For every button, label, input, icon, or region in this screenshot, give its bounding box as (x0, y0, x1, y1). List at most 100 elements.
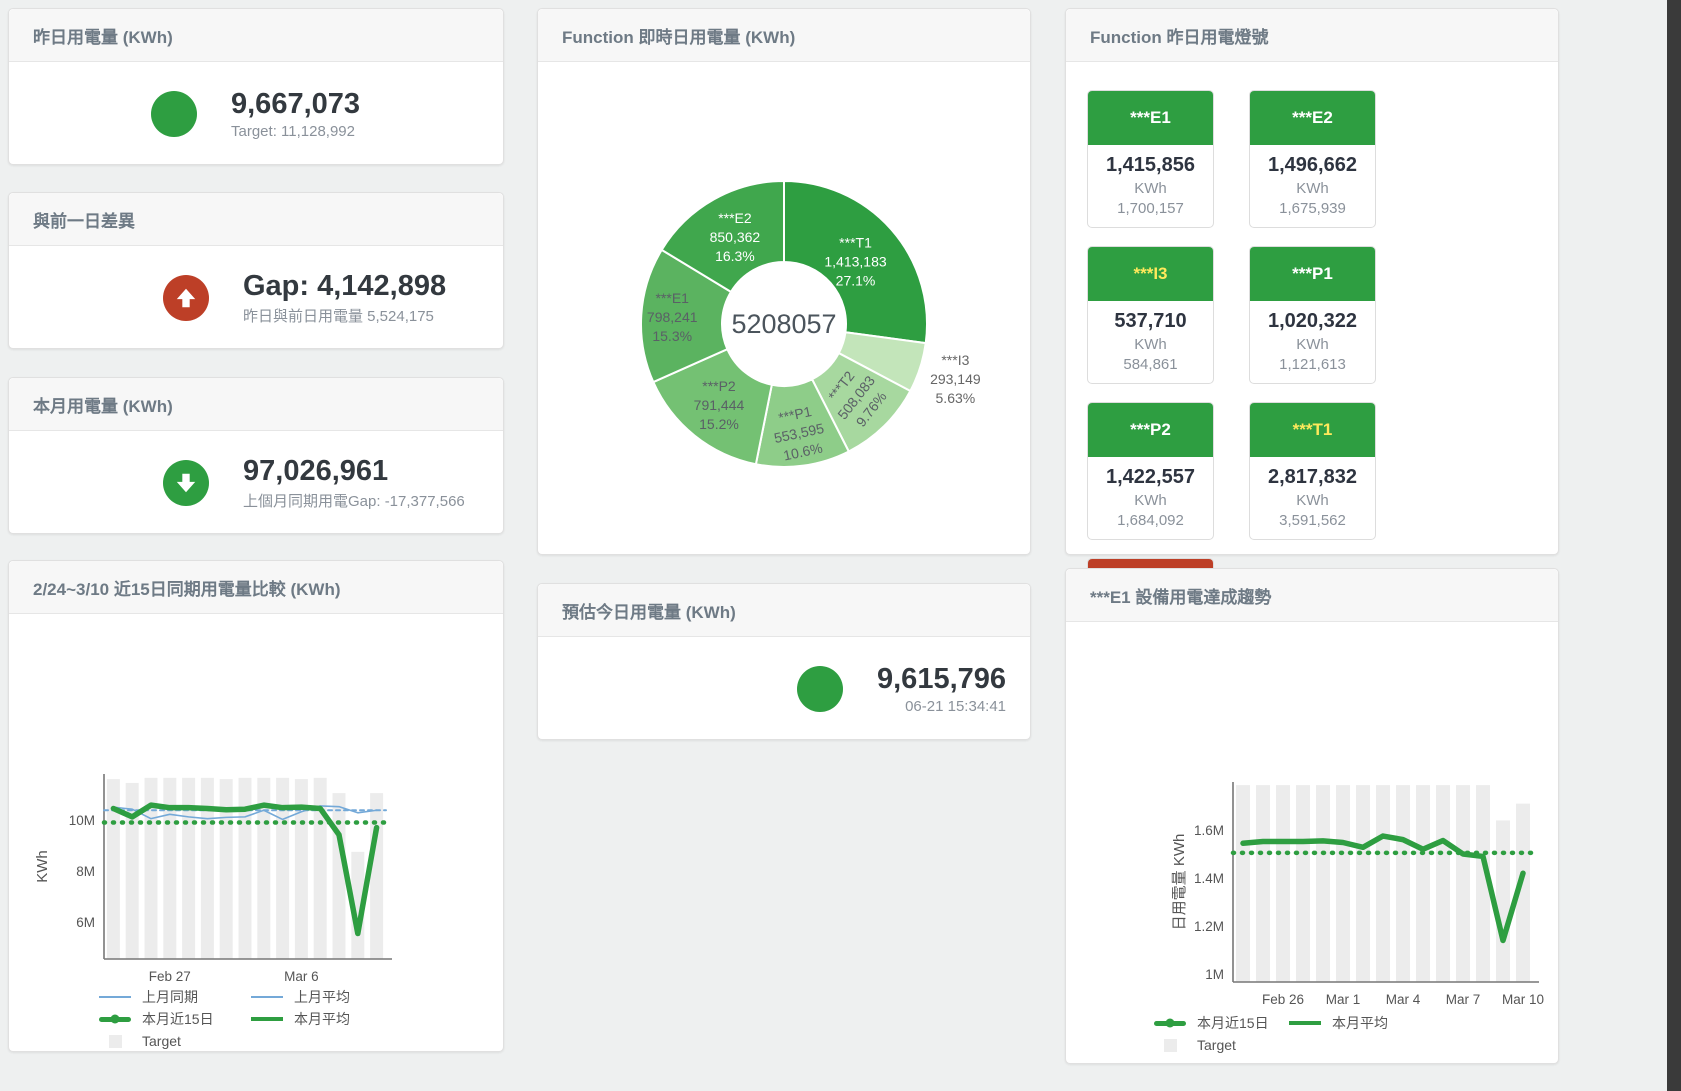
card-title: 2/24~3/10 近15日同期用電量比較 (KWh) (33, 579, 341, 599)
legend-label: 本月平均 (1332, 1015, 1388, 1031)
legend-item[interactable]: 本月近15日 (99, 1009, 251, 1029)
svg-text:10M: 10M (69, 813, 95, 828)
tile-value: 1,422,557 (1106, 466, 1195, 488)
legend-item[interactable]: 上月同期 (99, 987, 251, 1007)
card-header: ***E1 設備用電達成趨勢 (1066, 569, 1558, 622)
tile-name: ***P1 (1292, 264, 1333, 283)
green-thick-line-swatch-icon (99, 1016, 131, 1022)
card-header: Function 昨日用電燈號 (1066, 9, 1558, 62)
tile-value: 2,817,832 (1268, 466, 1357, 488)
legend-label: 本月近15日 (142, 1011, 214, 1027)
tile-unit: KWh (1134, 180, 1167, 197)
card-title: 預估今日用電量 (KWh) (562, 602, 736, 622)
status-tile[interactable]: ***E1 1,415,856 KWh 1,700,157 (1087, 90, 1214, 228)
e1-trend-line-chart[interactable]: 1M 1.2M 1.4M 1.6M Feb 26 Mar 1 Mar 4 Mar 7 Mar 1… (1066, 622, 1558, 1010)
compare-line-chart[interactable]: 6M 8M 10M Feb 27 Mar 6 KWh (9, 614, 501, 984)
green-dots-swatch-icon (1289, 1021, 1321, 1025)
svg-text:Mar 1: Mar 1 (1326, 992, 1361, 1007)
card-yesterday-usage: 昨日用電量 (KWh) 9,667,073 Target: 11,128,992 (8, 8, 504, 165)
card-realtime-donut: Function 即時日用電量 (KWh) ***T1 1,413,183 27.1… (537, 8, 1031, 555)
card-header: Function 即時日用電量 (KWh) (538, 9, 1030, 62)
status-tile[interactable]: ***I3 537,710 KWh 584,861 (1087, 246, 1214, 384)
green-thick-line-swatch-icon (1154, 1020, 1186, 1026)
svg-text:Mar 10: Mar 10 (1502, 992, 1544, 1007)
card-title: 本月用電量 (KWh) (33, 396, 173, 416)
status-circle-icon (151, 90, 197, 137)
status-tile[interactable]: ***T1 2,817,832 KWh 3,591,562 (1249, 402, 1376, 540)
tile-target: 1,684,092 (1117, 512, 1184, 529)
legend-label: 上月平均 (294, 989, 350, 1005)
arrow-up-icon (163, 274, 209, 321)
kpi-subtext: Target: 11,128,992 (231, 123, 355, 140)
tile-target: 1,675,939 (1279, 200, 1346, 217)
tile-name: ***I3 (1133, 264, 1168, 283)
card-header: 預估今日用電量 (KWh) (538, 584, 1030, 637)
svg-text:Mar 7: Mar 7 (1446, 992, 1481, 1007)
tile-target: 584,861 (1123, 356, 1178, 373)
tile-value: 1,415,856 (1106, 154, 1195, 176)
status-circle-icon (797, 665, 843, 712)
tile-target: 1,121,613 (1279, 356, 1346, 373)
tile-name: ***P2 (1130, 420, 1171, 439)
card-title: 與前一日差異 (33, 211, 135, 231)
kpi-value: 97,026,961 (243, 455, 389, 487)
tile-value: 1,020,322 (1268, 310, 1357, 332)
kpi-subtext: 昨日與前日用電量 5,524,175 (243, 308, 434, 325)
svg-text:Mar 6: Mar 6 (284, 969, 319, 982)
tile-target: 3,591,562 (1279, 512, 1346, 529)
tile-unit: KWh (1134, 492, 1167, 509)
legend-item[interactable]: Target (99, 1033, 181, 1049)
card-month-usage: 本月用電量 (KWh) 97,026,961 上個月同期用電Gap: -17,3… (8, 377, 504, 534)
card-header: 2/24~3/10 近15日同期用電量比較 (KWh) (9, 561, 503, 614)
svg-text:8M: 8M (76, 864, 95, 879)
gray-square-swatch-icon (1164, 1038, 1177, 1052)
svg-text:1M: 1M (1205, 967, 1224, 982)
legend-item[interactable]: Target (1154, 1037, 1236, 1053)
svg-text:5208057: 5208057 (731, 309, 836, 339)
blue-dash-swatch-icon (251, 996, 283, 998)
status-tile[interactable]: ***E2 1,496,662 KWh 1,675,939 (1249, 90, 1376, 228)
card-title: ***E1 設備用電達成趨勢 (1090, 587, 1272, 607)
kpi-body: 9,615,796 06-21 15:34:41 (538, 637, 1030, 740)
compare-chart-legend: 上月同期 上月平均 本月近15日 本月平均 (99, 986, 350, 1052)
card-day-gap: 與前一日差異 Gap: 4,142,898 昨日與前日用電量 5,524,175 (8, 192, 504, 349)
card-header: 昨日用電量 (KWh) (9, 9, 503, 62)
card-title: Function 昨日用電燈號 (1090, 27, 1269, 47)
legend-label: 本月平均 (294, 1011, 350, 1027)
card-header: 與前一日差異 (9, 193, 503, 246)
card-yesterday-status-lights: Function 昨日用電燈號 ***E1 1,415,856 KWh 1,70… (1065, 8, 1559, 696)
svg-text:Feb 26: Feb 26 (1262, 992, 1304, 1007)
tile-unit: KWh (1296, 492, 1329, 509)
gray-square-swatch-icon (109, 1034, 122, 1048)
kpi-value: 9,667,073 (231, 88, 361, 120)
legend-item[interactable]: 本月平均 (1289, 1013, 1388, 1033)
legend-item[interactable]: 上月平均 (251, 987, 350, 1007)
kpi-subtext: 上個月同期用電Gap: -17,377,566 (243, 493, 465, 510)
status-tile[interactable]: ***P1 1,020,322 KWh 1,121,613 (1249, 246, 1376, 384)
legend-label: 上月同期 (142, 989, 198, 1005)
window-scrollbar[interactable] (1667, 0, 1681, 1091)
legend-item[interactable]: 本月平均 (251, 1009, 350, 1029)
svg-text:Mar 4: Mar 4 (1386, 992, 1421, 1007)
kpi-body: 9,667,073 Target: 11,128,992 (9, 62, 503, 165)
card-today-estimate: 預估今日用電量 (KWh) 9,615,796 06-21 15:34:41 (537, 583, 1031, 740)
card-title: 昨日用電量 (KWh) (33, 27, 173, 47)
svg-text:1.4M: 1.4M (1194, 871, 1224, 886)
card-15day-compare-chart: 2/24~3/10 近15日同期用電量比較 (KWh) 6M 8M 10M Feb 2… (8, 560, 504, 1052)
svg-text:1.6M: 1.6M (1194, 823, 1224, 838)
card-e1-trend-chart: ***E1 設備用電達成趨勢 1M 1.2M 1.4M 1.6M Feb 26 Mar 1… (1065, 568, 1559, 1064)
realtime-usage-donut-chart[interactable]: ***T1 1,413,183 27.1%***I3 293,149 5.63%***T… (538, 62, 1030, 554)
tile-name: ***T1 (1292, 420, 1333, 439)
card-title: Function 即時日用電量 (KWh) (562, 27, 796, 47)
kpi-body: 97,026,961 上個月同期用電Gap: -17,377,566 (9, 431, 503, 534)
legend-item[interactable]: 本月近15日 (1154, 1013, 1289, 1033)
kpi-body: Gap: 4,142,898 昨日與前日用電量 5,524,175 (9, 246, 503, 349)
status-tile[interactable]: ***P2 1,422,557 KWh 1,684,092 (1087, 402, 1214, 540)
kpi-value: 9,615,796 (877, 663, 1007, 695)
tile-unit: KWh (1296, 180, 1329, 197)
